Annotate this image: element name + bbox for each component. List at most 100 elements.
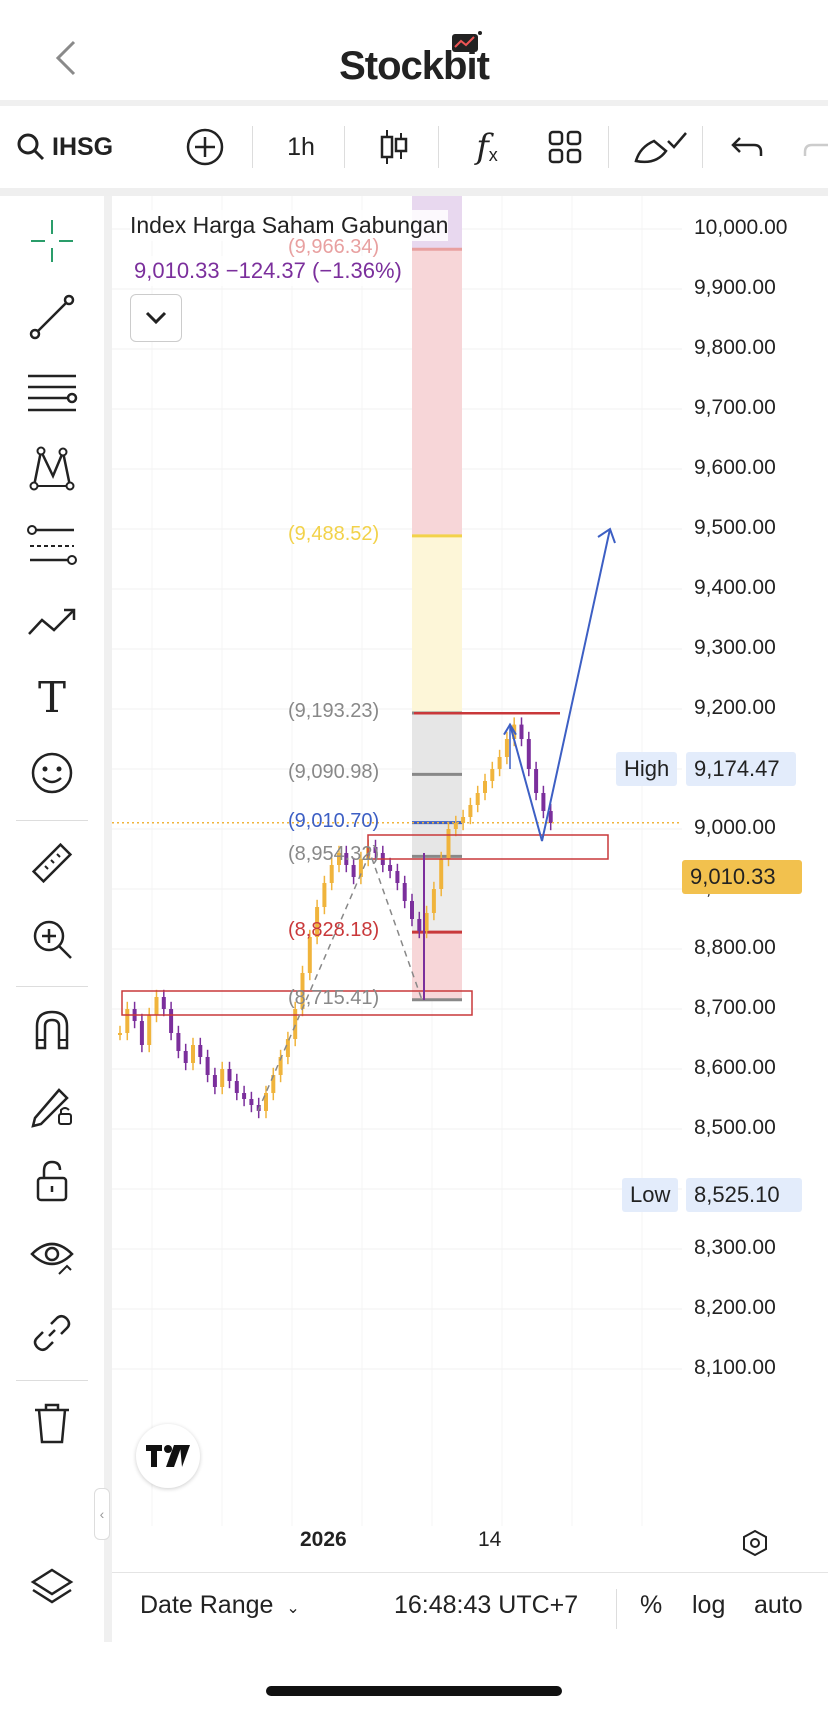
forecast-tool-icon[interactable] <box>18 514 86 576</box>
fib-level-label: (8,715.41) <box>288 986 380 1009</box>
candle-body <box>125 1009 130 1033</box>
projection-arrow-head <box>597 527 616 544</box>
candle-body <box>329 865 334 883</box>
price-axis-label: 9,500.00 <box>694 516 776 539</box>
log-scale-toggle[interactable]: log <box>692 1591 726 1619</box>
candle-body <box>431 889 436 913</box>
link-icon[interactable] <box>18 1302 86 1364</box>
candle-body <box>147 1015 152 1045</box>
candle-body <box>351 865 356 877</box>
candle-body <box>417 919 422 931</box>
x-label-day: 14 <box>478 1528 502 1551</box>
candle-body <box>461 817 466 823</box>
candle-body <box>541 793 546 811</box>
candle-body <box>526 739 531 769</box>
candle-body <box>388 865 393 871</box>
candle-body <box>468 805 473 817</box>
trend-line-icon[interactable] <box>18 286 86 348</box>
trash-icon[interactable] <box>18 1392 86 1454</box>
drawing-tools-sidebar: T <box>0 196 112 1642</box>
magnet-icon[interactable] <box>18 998 86 1060</box>
sidebar-collapse-tab[interactable]: ‹ <box>94 1488 110 1540</box>
fib-trend-line <box>257 850 423 1112</box>
candle-body <box>395 871 400 883</box>
layers-icon[interactable] <box>18 1558 86 1620</box>
emoji-icon[interactable] <box>18 742 86 804</box>
candle-body <box>322 883 327 907</box>
interval-label: 1h <box>287 132 315 161</box>
price-axis-label: 9,400.00 <box>694 576 776 599</box>
fib-level-label: (9,966.34) <box>288 236 380 259</box>
candle-type-icon[interactable] <box>372 106 416 188</box>
candle-body <box>497 757 502 769</box>
candle-body <box>271 1075 276 1093</box>
candle-body <box>453 823 458 829</box>
candle-body <box>424 913 429 931</box>
price-axis-label: 9,800.00 <box>694 336 776 359</box>
symbol-search[interactable]: IHSG <box>16 106 126 188</box>
home-indicator <box>266 1686 562 1696</box>
visibility-eye-icon[interactable] <box>18 1226 86 1288</box>
brand-logo: Stockbit <box>339 44 490 88</box>
fib-level-label: (9,090.98) <box>288 761 380 784</box>
candle-body <box>249 1099 254 1105</box>
high-value-tag: 9,174.47 <box>686 752 796 786</box>
lock-drawings-icon[interactable] <box>18 1074 86 1136</box>
candle-body <box>439 859 444 889</box>
ruler-icon[interactable] <box>18 832 86 894</box>
redo-icon[interactable] <box>802 106 828 188</box>
chart-settings-icon[interactable] <box>740 1528 770 1563</box>
candle-body <box>534 769 539 793</box>
chart-bottom-bar: Date Range ⌄ 16:48:43 UTC+7 % log auto <box>112 1572 828 1643</box>
brand-chart-badge-icon <box>452 30 484 52</box>
x-label-year: 2026 <box>300 1528 347 1551</box>
app-header: Stockbit <box>0 0 828 106</box>
price-axis-label: 8,500.00 <box>694 1116 776 1139</box>
fib-level-label: (9,010.70) <box>288 809 380 832</box>
price-axis-label: 8,200.00 <box>694 1296 776 1319</box>
fib-band <box>412 932 462 1000</box>
legend-toggle-button[interactable] <box>130 294 182 342</box>
fib-band <box>412 249 462 537</box>
candle-body <box>154 997 159 1015</box>
percent-scale-toggle[interactable]: % <box>640 1591 663 1619</box>
candle-body <box>519 724 524 739</box>
back-arrow-icon[interactable] <box>48 36 82 80</box>
price-change-line: 9,010.33 −124.37 (−1.36%) <box>128 256 408 286</box>
zoom-in-icon[interactable] <box>18 908 86 970</box>
price-axis-label: 8,100.00 <box>694 1356 776 1379</box>
date-range-button[interactable]: Date Range ⌄ <box>140 1591 300 1620</box>
high-label: High <box>616 752 678 786</box>
instrument-title: Index Harga Saham Gabungan <box>130 210 449 241</box>
add-compare-icon[interactable] <box>180 106 230 188</box>
price-axis-label: 9,300.00 <box>694 636 776 659</box>
price-axis-label: 8,600.00 <box>694 1056 776 1079</box>
candle-body <box>315 907 320 937</box>
fib-retracement-icon[interactable] <box>18 362 86 424</box>
candle-body <box>242 1093 247 1099</box>
price-axis-label: 8,700.00 <box>694 996 776 1019</box>
auto-scale-toggle[interactable]: auto <box>754 1591 803 1619</box>
crosshair-icon[interactable] <box>18 210 86 272</box>
fib-band <box>412 536 462 714</box>
interval-button[interactable]: 1h <box>276 106 326 188</box>
chevron-down-icon: ⌄ <box>286 1600 300 1617</box>
unlock-icon[interactable] <box>18 1150 86 1212</box>
layout-grid-icon[interactable] <box>540 106 590 188</box>
candle-body <box>278 1057 283 1075</box>
price-axis-label: 9,200.00 <box>694 696 776 719</box>
symbol-label: IHSG <box>52 132 114 161</box>
candle-body <box>161 997 166 1009</box>
undo-icon[interactable] <box>722 106 772 188</box>
pattern-tool-icon[interactable] <box>18 438 86 500</box>
price-axis-label: 8,300.00 <box>694 1236 776 1259</box>
candle-body <box>205 1057 210 1075</box>
candle-body <box>373 847 378 853</box>
text-tool-icon[interactable]: T <box>37 672 66 722</box>
drawing-brush-icon[interactable] <box>630 106 690 188</box>
polyline-arrow-icon[interactable] <box>18 590 86 652</box>
candle-body <box>483 781 487 793</box>
tradingview-logo[interactable] <box>136 1424 200 1488</box>
candle-body <box>264 1093 268 1111</box>
